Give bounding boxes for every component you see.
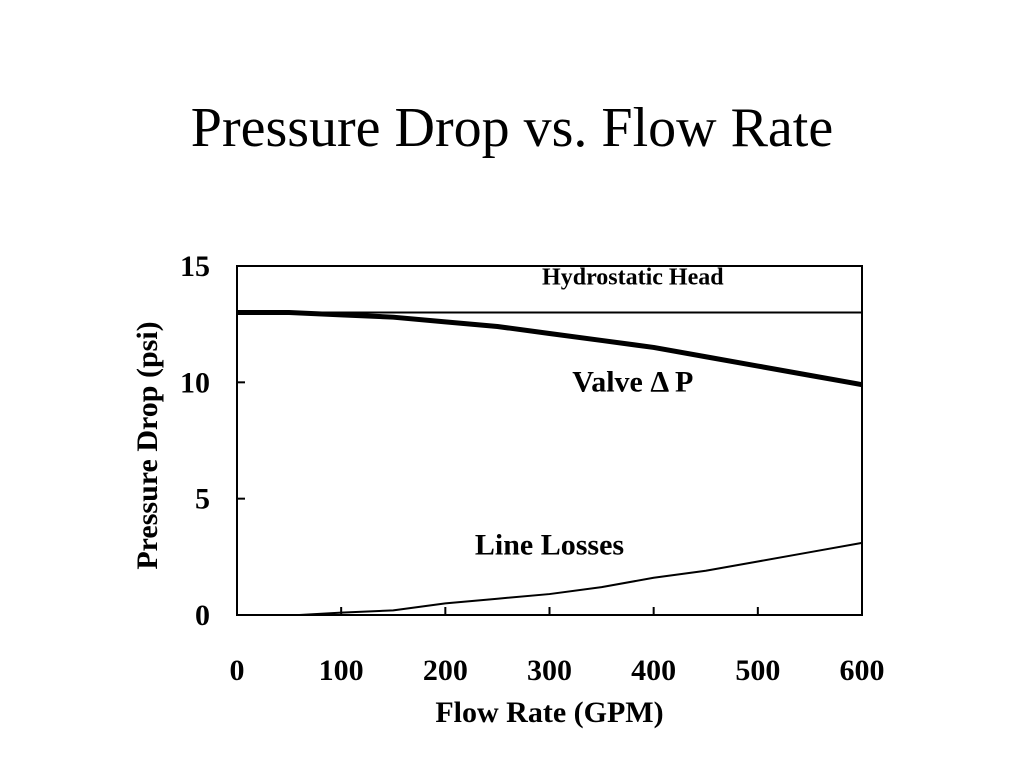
x-tick-label: 200	[423, 654, 468, 687]
valve-dp-label: Valve Δ P	[572, 366, 693, 399]
valve-dp-line	[237, 310, 863, 388]
y-axis-label: Pressure Drop (psi)	[131, 321, 164, 569]
x-tick-label: 300	[527, 654, 572, 687]
hydrostatic-head-label: Hydrostatic Head	[542, 265, 724, 291]
x-tick-label: 600	[840, 654, 885, 687]
y-tick-label: 15	[180, 250, 210, 283]
x-tick-label: 0	[230, 654, 245, 687]
x-tick-label: 100	[319, 654, 364, 687]
y-tick-label: 10	[180, 366, 210, 399]
y-tick-label: 0	[195, 599, 210, 632]
tick-marks	[236, 265, 863, 616]
y-tick-label: 5	[195, 483, 210, 516]
line-losses-label: Line Losses	[475, 529, 624, 562]
x-axis-label: Flow Rate (GPM)	[435, 696, 663, 729]
slide-title: Pressure Drop vs. Flow Rate	[190, 97, 834, 159]
series-layer	[237, 310, 863, 616]
x-tick-label: 400	[631, 654, 676, 687]
labels-layer: 0 100 200 300 400 500 600 0 5 10 15 Hydrostatic Hea…	[180, 250, 885, 687]
plot-frame	[236, 265, 863, 616]
x-tick-label: 500	[735, 654, 780, 687]
line-losses-line	[237, 541, 863, 616]
